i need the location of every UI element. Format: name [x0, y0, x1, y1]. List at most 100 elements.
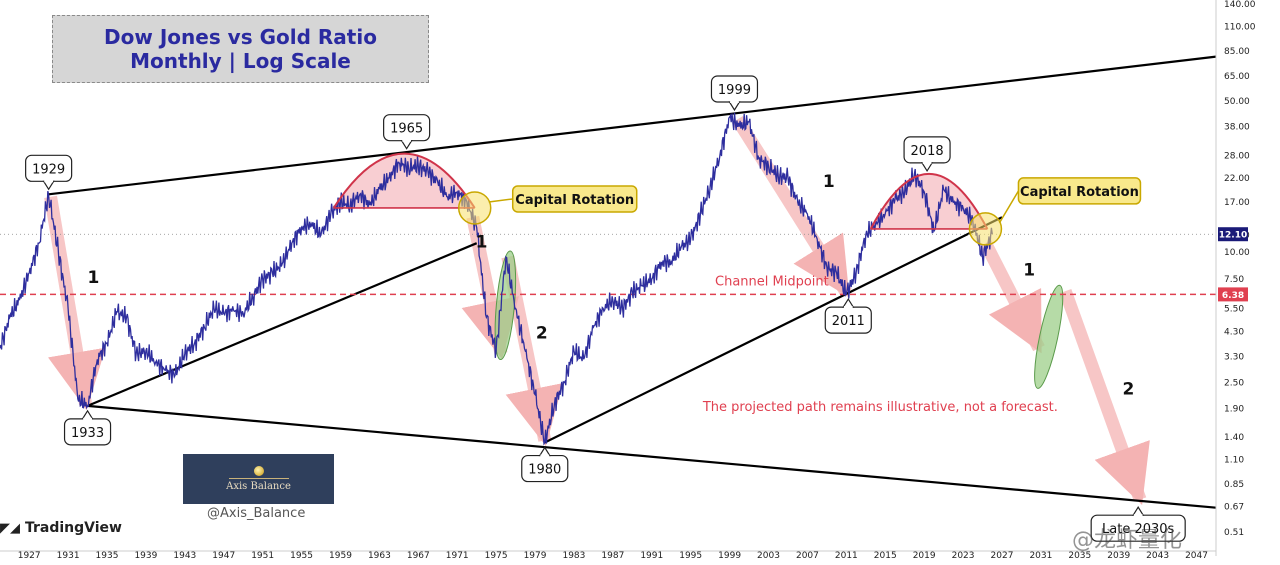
- tradingview-logo-icon: ◤◢: [0, 520, 20, 536]
- channel-line-support-2: [544, 216, 1003, 444]
- x-tick-label-22: 2015: [874, 551, 897, 561]
- y-tick-label-13: 4.30: [1224, 327, 1244, 337]
- channel-line-lower: [87, 404, 1217, 509]
- x-tick-label-30: 2047: [1185, 551, 1208, 561]
- year-callout-label-4: 1999: [718, 83, 751, 98]
- axis-balance-logo: Axis Balance: [183, 454, 334, 504]
- channel-line-support-1: [87, 242, 478, 407]
- x-tick-label-28: 2039: [1107, 551, 1130, 561]
- projection-note: The projected path remains illustrative,…: [702, 400, 1058, 415]
- logo-rule: [228, 478, 289, 479]
- x-tick-label-7: 1955: [290, 551, 313, 561]
- x-tick-label-12: 1975: [485, 551, 508, 561]
- x-tick-label-20: 2007: [796, 551, 819, 561]
- decline-arrow-4: [979, 240, 1045, 354]
- year-callout-label-3: 1980: [528, 463, 561, 478]
- tradingview-brand: ◤◢ TradingView: [0, 520, 122, 536]
- y-tick-label-3: 65.00: [1224, 72, 1250, 82]
- midpoint-price-tag-label: 6.38: [1222, 291, 1244, 301]
- x-tick-label-14: 1983: [562, 551, 585, 561]
- x-tick-label-27: 2035: [1068, 551, 1091, 561]
- y-tick-label-10: 10.00: [1224, 248, 1250, 258]
- x-tick-label-18: 1999: [718, 551, 741, 561]
- year-callout-label-2: 1965: [390, 122, 423, 137]
- logo-text: Axis Balance: [226, 481, 291, 492]
- year-callout-tip-4: [728, 101, 741, 112]
- x-tick-label-13: 1979: [524, 551, 547, 561]
- y-tick-label-16: 1.90: [1224, 404, 1244, 414]
- capital-rotation-box-1: [1017, 177, 1142, 205]
- wave-label-5: 2: [1123, 380, 1135, 400]
- y-tick-label-18: 1.10: [1224, 456, 1244, 466]
- x-tick-label-19: 2003: [757, 551, 780, 561]
- weibo-watermark: @龙虾量化: [1072, 528, 1183, 553]
- chart-title-line-2: Monthly | Log Scale: [130, 49, 351, 73]
- year-callout-label-0: 1929: [32, 162, 65, 177]
- ratio-series-line: [0, 112, 993, 446]
- capital-rotation-pointer-1: [998, 190, 1020, 224]
- y-tick-label-17: 1.40: [1224, 433, 1244, 443]
- y-tick-label-15: 2.50: [1224, 378, 1244, 388]
- year-callout-label-5: 2011: [832, 314, 865, 329]
- wave-label-1: 1: [476, 233, 488, 253]
- year-callout-label-7: Late 2030s: [1102, 522, 1175, 537]
- y-tick-label-19: 0.85: [1224, 480, 1244, 490]
- x-tick-label-3: 1939: [134, 551, 157, 561]
- x-tick-label-25: 2027: [991, 551, 1014, 561]
- y-tick-label-5: 38.00: [1224, 123, 1250, 133]
- x-tick-label-15: 1987: [601, 551, 624, 561]
- x-tick-label-8: 1959: [329, 551, 352, 561]
- midpoint-price-tag-bg: [1218, 287, 1248, 302]
- capital-rotation-circle-1: [968, 212, 1003, 246]
- year-callout-tip-2: [400, 140, 413, 150]
- y-tick-label-1: 110.00: [1224, 23, 1256, 33]
- year-callout-label-1: 1933: [71, 426, 104, 441]
- chart-title-box: Dow Jones vs Gold Ratio Monthly | Log Sc…: [52, 15, 429, 83]
- x-tick-label-11: 1971: [446, 551, 469, 561]
- year-callout-tip-5: [842, 297, 855, 308]
- tradingview-label: TradingView: [25, 520, 122, 536]
- capital-rotation-circle-0: [457, 191, 492, 225]
- wave-label-2: 2: [536, 323, 548, 343]
- year-callout-tip-7: [1132, 506, 1145, 516]
- year-callout-tip-3: [538, 446, 551, 457]
- capital-rotation-label-1: Capital Rotation: [1020, 185, 1139, 200]
- x-tick-label-26: 2031: [1029, 551, 1052, 561]
- year-callout-tip-6: [920, 162, 934, 173]
- channel-midpoint-label: Channel Midpoint: [715, 274, 829, 289]
- y-tick-label-20: 0.67: [1224, 502, 1244, 512]
- dome-arc-0: [332, 152, 476, 209]
- x-tick-label-6: 1951: [251, 551, 274, 561]
- dome-arc-1: [869, 173, 989, 230]
- x-tick-label-16: 1991: [640, 551, 663, 561]
- y-tick-label-21: 0.51: [1224, 528, 1244, 538]
- wave-label-0: 1: [87, 268, 99, 288]
- x-tick-label-4: 1943: [173, 551, 196, 561]
- capital-rotation-label-0: Capital Rotation: [515, 193, 634, 208]
- decline-arrow-5: [1059, 289, 1150, 506]
- y-tick-label-11: 7.50: [1224, 275, 1244, 285]
- author-handle: @Axis_Balance: [207, 506, 306, 521]
- x-tick-label-0: 1927: [18, 551, 41, 561]
- x-tick-label-2: 1935: [96, 551, 119, 561]
- wave-label-4: 1: [1023, 261, 1035, 281]
- y-tick-label-12: 5.50: [1224, 304, 1244, 314]
- y-tick-label-0: 140.00: [1224, 0, 1256, 10]
- y-tick-label-8: 17.00: [1224, 198, 1250, 208]
- chart-title-line-1: Dow Jones vs Gold Ratio: [104, 25, 377, 49]
- x-tick-label-21: 2011: [835, 551, 858, 561]
- wave-label-3: 1: [823, 172, 835, 192]
- last-price-tag-bg: [1218, 227, 1248, 242]
- logo-sun-icon: [253, 466, 264, 476]
- capital-rotation-pointer-0: [488, 198, 513, 203]
- x-tick-label-9: 1963: [368, 551, 391, 561]
- y-tick-label-2: 85.00: [1224, 47, 1250, 57]
- x-tick-label-17: 1995: [679, 551, 702, 561]
- x-tick-label-10: 1967: [407, 551, 430, 561]
- y-tick-label-14: 3.30: [1224, 352, 1244, 362]
- y-tick-label-7: 22.00: [1224, 174, 1250, 184]
- y-tick-label-4: 50.00: [1224, 97, 1250, 107]
- x-tick-label-29: 2043: [1146, 551, 1169, 561]
- y-tick-label-6: 28.00: [1224, 151, 1250, 161]
